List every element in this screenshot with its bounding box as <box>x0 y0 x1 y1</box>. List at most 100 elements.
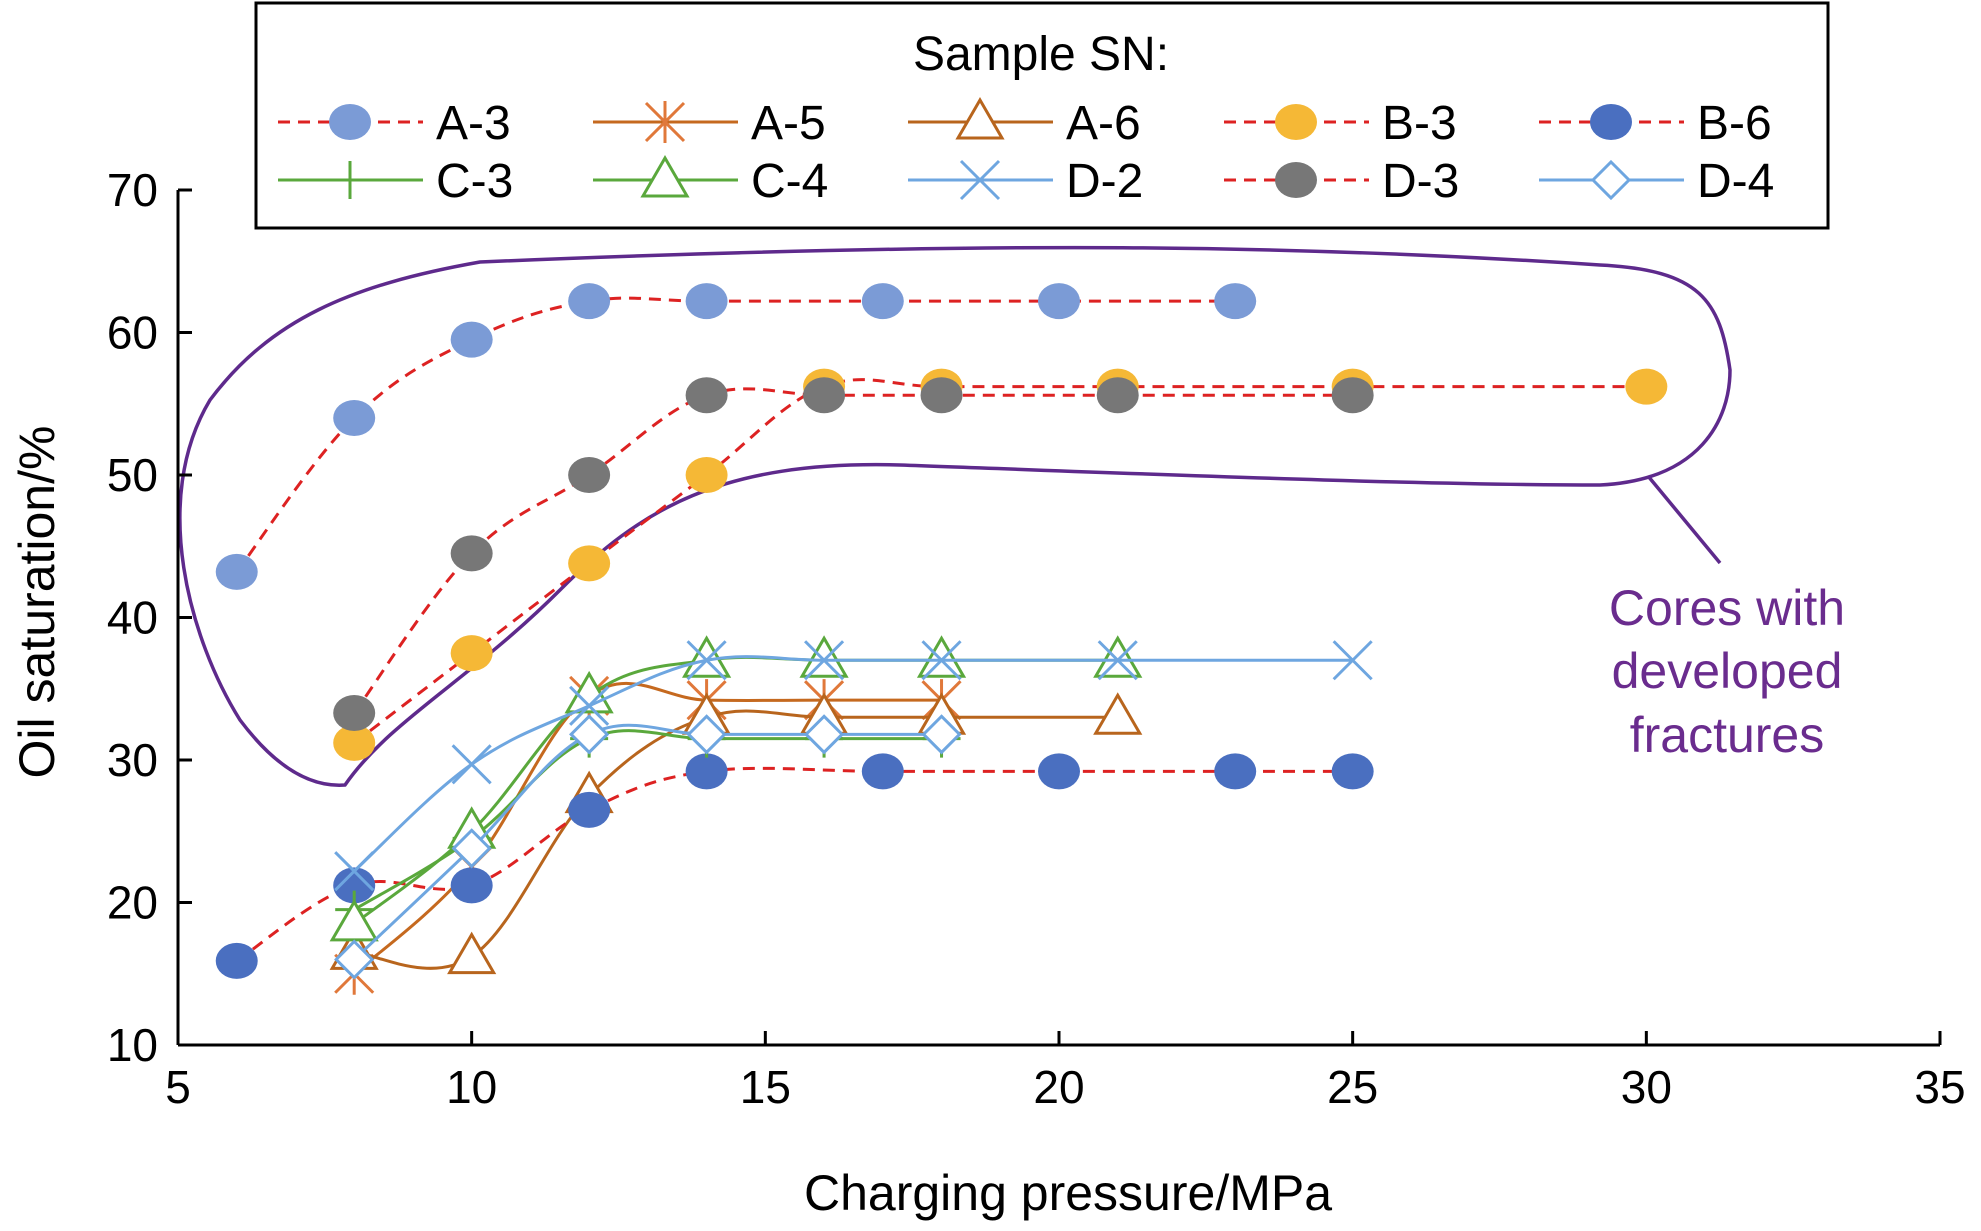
legend-entry: D-4 <box>1539 155 1774 208</box>
legend-label: D-4 <box>1697 155 1774 208</box>
data-point <box>568 283 611 320</box>
data-point <box>450 867 493 904</box>
legend-entry: B-6 <box>1539 97 1772 150</box>
annotation-line: developed <box>1612 643 1843 699</box>
series-line <box>353 723 942 961</box>
data-point <box>569 685 610 726</box>
annotation-leader <box>1646 474 1722 565</box>
data-point <box>1331 753 1374 790</box>
annotation: Cores with developed fractures <box>1609 580 1845 763</box>
data-point <box>1038 283 1080 320</box>
series-line <box>235 296 1236 573</box>
legend-box <box>254 1 1830 230</box>
legend-label: A-6 <box>1066 97 1141 150</box>
legend-marker <box>329 104 371 140</box>
data-point <box>685 457 728 493</box>
data-point <box>568 791 611 828</box>
y-axis-title: Oil saturation/% <box>9 426 65 779</box>
legend-marker <box>1275 104 1317 140</box>
series-d-4 <box>334 714 962 980</box>
legend-entry: C-3 <box>278 155 513 208</box>
series-c-3 <box>335 719 961 929</box>
data-point <box>861 283 904 320</box>
data-point <box>1214 753 1257 790</box>
annotation-line: Cores with <box>1609 580 1845 636</box>
data-point <box>803 714 845 755</box>
y-tick-label: 50 <box>107 449 158 501</box>
data-point <box>329 898 379 942</box>
legend-entry: B-3 <box>1224 97 1457 150</box>
series-a-3 <box>215 283 1257 590</box>
data-point <box>333 694 376 731</box>
x-tick-label: 15 <box>740 1061 791 1113</box>
data-point <box>1038 753 1080 790</box>
legend-label: A-5 <box>751 97 826 150</box>
fracture-enclosure-outline <box>178 245 1732 787</box>
data-point <box>451 744 492 785</box>
legend-entry: A-6 <box>908 97 1141 150</box>
legend-title: Sample SN: <box>913 28 1169 81</box>
y-tick-label: 60 <box>107 307 158 359</box>
legend-entry: D-3 <box>1224 155 1459 208</box>
y-tick-label: 70 <box>107 164 158 216</box>
data-point <box>1093 692 1143 735</box>
x-tick-label: 25 <box>1327 1061 1378 1113</box>
data-point <box>686 714 727 755</box>
data-point <box>921 714 962 755</box>
series-line <box>353 655 1353 873</box>
data-point <box>803 377 846 414</box>
legend-entry: C-4 <box>593 155 828 208</box>
series-d-2 <box>334 640 1373 892</box>
x-tick-label: 30 <box>1621 1061 1672 1113</box>
series-b-3 <box>333 368 1668 761</box>
data-point <box>1332 640 1373 681</box>
data-point <box>920 377 963 414</box>
data-point <box>215 553 258 590</box>
legend-label: C-3 <box>436 155 513 208</box>
legend-label: B-6 <box>1697 97 1772 150</box>
series-line <box>352 387 1353 714</box>
data-point <box>1096 377 1139 414</box>
legend-marker <box>331 161 369 199</box>
legend-label: D-3 <box>1382 155 1459 208</box>
data-point <box>1097 640 1138 681</box>
data-point <box>450 535 493 572</box>
fracture-enclosure <box>178 245 1732 787</box>
data-point <box>685 753 728 790</box>
data-point <box>334 939 375 980</box>
legend-marker <box>959 159 1001 201</box>
legend-entry: D-2 <box>908 155 1143 208</box>
data-point <box>450 635 493 672</box>
data-point <box>333 400 376 436</box>
data-point <box>921 640 962 681</box>
y-tick-label: 10 <box>107 1019 158 1071</box>
data-point <box>451 828 492 869</box>
data-point <box>861 753 904 790</box>
legend-entry: A-5 <box>593 97 826 150</box>
legend-label: C-4 <box>751 155 828 208</box>
x-tick-label: 35 <box>1914 1061 1965 1113</box>
series-a-5 <box>334 674 962 995</box>
legend-entry: A-3 <box>278 97 511 150</box>
series-d-3 <box>333 377 1374 731</box>
data-point <box>1093 635 1143 678</box>
series-line <box>353 378 1647 745</box>
y-tick-label: 30 <box>107 734 158 786</box>
data-point <box>333 867 376 904</box>
x-tick-label: 5 <box>165 1061 191 1113</box>
y-tick-label: 20 <box>107 877 158 929</box>
x-axis-title: Charging pressure/MPa <box>804 1165 1332 1221</box>
data-point <box>804 640 845 681</box>
data-point <box>916 635 967 678</box>
legend-marker <box>1590 159 1632 201</box>
legend-label: A-3 <box>436 97 511 150</box>
data-point <box>215 942 258 979</box>
data-point <box>1214 283 1257 320</box>
data-point <box>569 714 610 755</box>
series-a-6 <box>329 692 1143 975</box>
data-point <box>568 545 611 582</box>
data-point <box>1625 368 1668 405</box>
data-point <box>568 457 611 493</box>
